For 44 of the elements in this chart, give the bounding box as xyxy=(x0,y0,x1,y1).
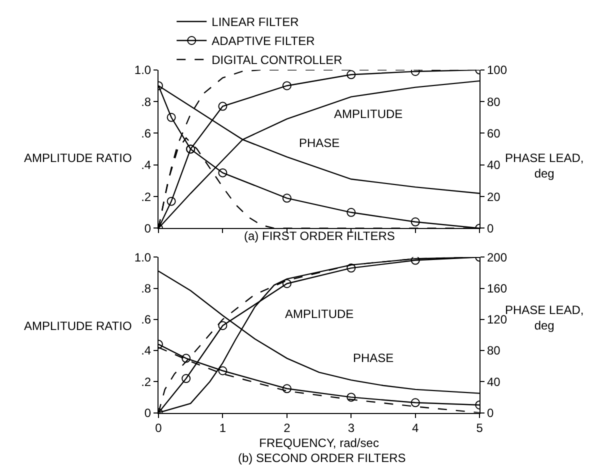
y2-tick-label: 40 xyxy=(487,158,501,172)
y2-tick-label: 80 xyxy=(487,94,501,109)
y2-tick-label: 40 xyxy=(487,374,501,389)
y-tick-label: .2 xyxy=(141,374,152,389)
legend-label: LINEAR FILTER xyxy=(212,15,300,30)
legend-label: DIGITAL CONTROLLER xyxy=(212,53,343,68)
y-tick-label: .2 xyxy=(141,190,152,204)
x-tick-label: 1 xyxy=(219,421,226,436)
x-tick-label: 3 xyxy=(348,421,355,436)
y-tick-label: .4 xyxy=(141,158,152,172)
x-tick-label: 2 xyxy=(284,421,291,436)
y2-tick-label: 20 xyxy=(487,190,501,204)
text: (b) SECOND ORDER FILTERS xyxy=(238,451,406,465)
y-tick-label: .4 xyxy=(141,344,152,358)
y2-tick-label: 160 xyxy=(487,281,508,296)
y-tick-label: .8 xyxy=(141,94,152,109)
y-axis-title: AMPLITUDE RATIO xyxy=(24,319,132,333)
y-tick-label: 1.0 xyxy=(134,63,152,78)
x-axis-title: FREQUENCY, rad/sec xyxy=(259,436,379,450)
legend-label: ADAPTIVE FILTER xyxy=(212,34,316,48)
annotation: PHASE xyxy=(299,136,340,150)
y-tick-label: 1.0 xyxy=(134,250,152,264)
y-tick-label: 0 xyxy=(144,221,152,236)
x-tick-label: 0 xyxy=(155,421,162,436)
y2-tick-label: 80 xyxy=(487,344,501,358)
y-tick-label: 0 xyxy=(144,406,152,420)
annotation: AMPLITUDE xyxy=(334,107,403,121)
annotation: AMPLITUDE xyxy=(285,307,354,321)
annotation: PHASE xyxy=(353,351,394,365)
y2-axis-title: PHASE LEAD, deg xyxy=(505,151,584,181)
y2-tick-label: 200 xyxy=(487,250,508,264)
y2-tick-label: 0 xyxy=(487,221,494,236)
y2-tick-label: 120 xyxy=(487,312,508,327)
y-axis-title: AMPLITUDE RATIO xyxy=(24,151,132,165)
y-tick-label: .6 xyxy=(141,312,152,327)
y-tick-label: .6 xyxy=(141,126,152,140)
text: (a) FIRST ORDER FILTERS xyxy=(244,229,395,243)
x-tick-label: 4 xyxy=(412,421,420,436)
y-tick-label: .8 xyxy=(141,281,152,296)
y2-tick-label: 60 xyxy=(487,126,501,140)
y2-axis-title: PHASE LEAD, deg xyxy=(505,303,584,333)
x-tick-label: 5 xyxy=(476,421,484,436)
y2-tick-label: 0 xyxy=(487,406,494,420)
y2-tick-label: 100 xyxy=(487,63,508,78)
